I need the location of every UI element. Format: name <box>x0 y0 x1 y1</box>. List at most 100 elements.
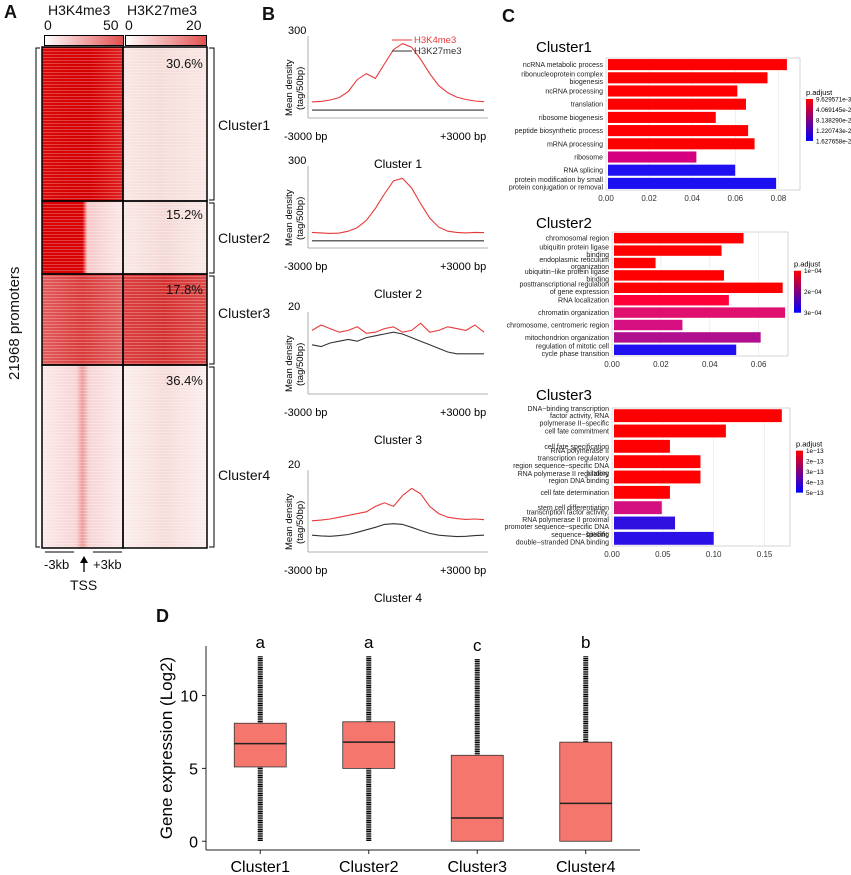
go-category-label: ncRNA processing <box>545 89 603 96</box>
cluster2-label: Cluster2 <box>218 230 271 246</box>
cluster4-pct: 36.4% <box>166 373 203 388</box>
h3k27me3-scale-bar <box>125 35 207 46</box>
tss-label: TSS <box>70 577 98 593</box>
go-category-label: stem cell differentiation <box>538 505 610 512</box>
h3k4me3-scale-bar <box>44 35 124 46</box>
go-legend-tick: 3e−04 <box>804 310 822 317</box>
go-legend-tick: 4e−13 <box>806 480 824 487</box>
profile-title: Cluster 4 <box>374 591 422 605</box>
panel-label-d: D <box>156 606 169 626</box>
go-category-label: RNA polymerase II regulatory region DNA b… <box>518 471 610 485</box>
go-category-label: cell fate determination <box>541 490 610 497</box>
box-body <box>559 741 613 842</box>
go-bar <box>614 439 670 453</box>
profile-x-right: +3000 bp <box>440 565 486 577</box>
profile-x-left: -3000 bp <box>284 261 327 273</box>
go-bar <box>608 125 749 137</box>
go-bar <box>608 59 787 71</box>
box-y-tick: 0 <box>189 834 198 851</box>
go-category-label: sequence−specific double−stranded DNA bin… <box>516 532 610 546</box>
go-bar <box>614 232 744 244</box>
go-bar <box>614 344 737 356</box>
go-chart-title: Cluster3 <box>536 387 592 404</box>
go-x-tick: 0.00 <box>604 550 620 559</box>
go-category-label: chromatin organization <box>538 310 609 317</box>
cluster3-pct: 17.8% <box>166 282 203 297</box>
profile-ylabel: Mean density <box>284 189 295 246</box>
box-sig-letter: a <box>256 633 266 652</box>
go-legend-tick: 2e−13 <box>806 459 824 466</box>
legend-label-h3k27me3: H3K27me3 <box>414 46 462 57</box>
profile-x-right: +3000 bp <box>440 261 486 273</box>
go-bar <box>614 501 662 515</box>
go-category-label: transcription factor activity, RNA polyme… <box>505 509 610 538</box>
go-category-label: RNA localization <box>558 298 609 305</box>
h3k27me3-title: H3K27me3 <box>127 2 198 18</box>
box-sig-letter: b <box>581 633 590 652</box>
box-category-label: Cluster3 <box>447 859 507 875</box>
go-x-tick: 0.06 <box>751 360 767 369</box>
go-legend-tick: 1e−04 <box>804 268 822 275</box>
go-legend-tick: 1.627658e-21 <box>816 138 851 145</box>
go-category-label: ribosome biogenesis <box>539 115 604 122</box>
go-legend-colorbar <box>796 450 803 493</box>
go-category-label: ubiquitin protein ligase binding <box>539 244 609 258</box>
go-bar <box>614 424 726 438</box>
go-bar <box>614 270 724 281</box>
go-category-label: ribonucleoprotein complex biogenesis <box>521 72 603 86</box>
go-category-label: ubiquitin−like protein ligase binding <box>525 269 609 283</box>
cluster3-label: Cluster3 <box>218 305 271 321</box>
go-bar <box>614 307 786 318</box>
go-bar <box>614 282 783 294</box>
profile-x-left: -3000 bp <box>284 565 327 577</box>
profile-ylabel-units: (tag/50bp) <box>295 67 306 110</box>
profile-line-h3k27me3 <box>311 523 485 538</box>
go-x-tick: 0.06 <box>728 194 744 203</box>
go-bar <box>608 151 697 163</box>
go-bar <box>608 98 746 110</box>
go-x-tick: 0.15 <box>757 550 773 559</box>
cluster1-pct: 30.6% <box>166 56 203 71</box>
go-category-label: chromosomal region <box>546 236 610 243</box>
go-legend-tick: 1.220743e-21 <box>816 128 851 135</box>
go-legend-tick: 5e−13 <box>806 490 824 497</box>
box-category-label: Cluster4 <box>556 859 616 875</box>
go-x-tick: 0.02 <box>641 194 657 203</box>
go-legend-title: p.adjust <box>806 88 833 97</box>
box-cluster4: b Cluster4 <box>556 633 616 875</box>
cluster2-pct: 15.2% <box>166 207 203 222</box>
go-bar <box>614 470 701 484</box>
go-legend-colorbar <box>806 98 813 141</box>
go-category-label: ncRNA metabolic process <box>523 62 604 69</box>
profile-title: Cluster 1 <box>374 157 422 171</box>
cluster4-label: Cluster4 <box>218 467 271 483</box>
go-x-tick: 0.00 <box>598 194 614 203</box>
go-bar-charts: Cluster1 0.00 0.02 0.04 0.06 0.08 ncRNA metabo… <box>505 39 851 559</box>
go-bar <box>608 85 738 97</box>
profile-cluster-3: 20 Mean density (tag/50bp) -3000 bp +3000 bp… <box>284 301 488 447</box>
scale1-max: 50 <box>103 17 119 33</box>
profile-cluster-4: 20 Mean density (tag/50bp) -3000 bp +3000 bp… <box>284 459 488 605</box>
cluster1-label: Cluster1 <box>218 117 271 133</box>
profile-line-h3k4me3 <box>311 42 485 103</box>
go-legend-tick: 3e−13 <box>806 469 824 476</box>
go-bar <box>614 409 782 423</box>
go-bar <box>614 332 761 343</box>
h3k4me3-title: H3K4me3 <box>48 2 111 18</box>
scale1-min: 0 <box>44 17 52 33</box>
box-y-tick: 10 <box>180 689 198 706</box>
box-cluster1: a Cluster1 <box>230 633 290 875</box>
panel-label-c: C <box>502 6 515 26</box>
box-cluster3: c Cluster3 <box>447 636 507 875</box>
go-x-tick: 0.10 <box>706 550 722 559</box>
go-legend-tick: 9.629571e-33 <box>816 96 851 103</box>
profile-ymax-label: 300 <box>288 155 306 167</box>
profile-line-h3k4me3 <box>311 177 485 234</box>
go-category-label: RNA polymerase II transcription regulator… <box>513 448 609 477</box>
box-sig-letter: a <box>364 633 374 652</box>
go-bar <box>614 455 701 469</box>
go-category-label: regulation of mitotic cell cycle phase tr… <box>536 344 610 358</box>
go-category-label: cell fate commitment <box>545 429 609 436</box>
go-category-label: translation <box>571 102 603 109</box>
go-chart-title: Cluster1 <box>536 39 592 56</box>
